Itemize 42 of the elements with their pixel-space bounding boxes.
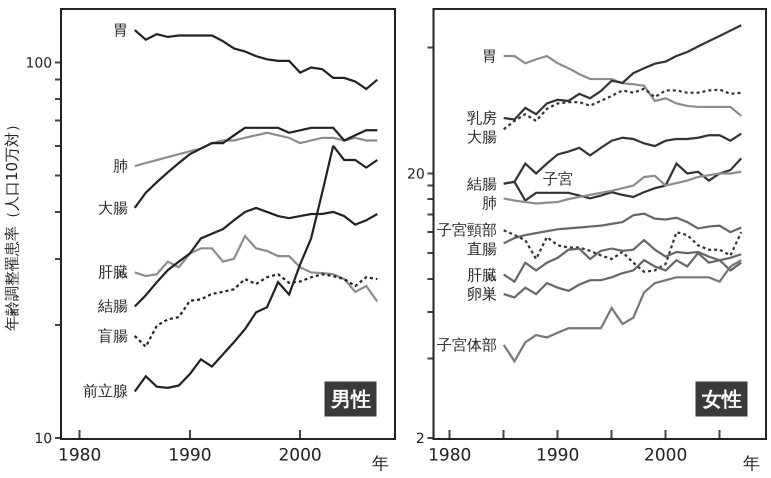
text: 女性 bbox=[701, 387, 742, 411]
series-label: 結腸 bbox=[466, 175, 497, 193]
series-label: 肺 bbox=[113, 157, 128, 175]
series-label: 前立腺 bbox=[83, 382, 128, 400]
x-tick-label: 1980 bbox=[428, 445, 472, 466]
line-series bbox=[134, 126, 378, 210]
series-label: 子宮体部 bbox=[437, 336, 497, 354]
series-label: 子宮頸部 bbox=[437, 221, 497, 239]
line-series bbox=[502, 54, 742, 118]
y-tick-label: 100 bbox=[25, 55, 52, 72]
line-series bbox=[134, 132, 378, 168]
y-tick-label: 10 bbox=[34, 430, 52, 447]
line-series bbox=[502, 170, 742, 205]
series-label: 肺 bbox=[482, 194, 497, 212]
y-tick-label: 2 bbox=[416, 430, 425, 447]
series-label: 胃 bbox=[113, 21, 128, 39]
x-tick-label: 1990 bbox=[536, 445, 580, 466]
x-axis-title: 年 bbox=[743, 454, 760, 474]
line-series bbox=[502, 229, 742, 273]
y-tick-label: 20 bbox=[406, 166, 425, 182]
series-label: 大腸 bbox=[98, 199, 128, 217]
x-tick-label: 2000 bbox=[278, 445, 322, 466]
series-label: 盲腸 bbox=[98, 327, 128, 345]
y-axis-title: 年齢調整罹患率（人口10万対） bbox=[3, 116, 22, 332]
series-label: 卵巣 bbox=[467, 285, 497, 303]
text: 男性 bbox=[330, 387, 371, 411]
x-axis-title: 年 bbox=[372, 454, 389, 474]
line-series bbox=[134, 29, 378, 90]
series-label: 胃 bbox=[482, 47, 497, 65]
series-label: 直腸 bbox=[467, 240, 497, 258]
series-label: 大腸 bbox=[467, 128, 497, 146]
series-label: 子宮 bbox=[543, 170, 573, 188]
line-series bbox=[502, 212, 742, 244]
x-tick-label: 1990 bbox=[168, 445, 212, 466]
line-series bbox=[502, 259, 742, 362]
series-label: 結腸 bbox=[97, 297, 128, 315]
series-label: 肝臓 bbox=[98, 263, 128, 281]
line-series bbox=[134, 234, 378, 303]
series-label: 肝臓 bbox=[467, 266, 497, 284]
series-label: 乳房 bbox=[467, 109, 497, 127]
x-tick-label: 2000 bbox=[644, 445, 688, 466]
x-tick-label: 1980 bbox=[58, 445, 102, 466]
